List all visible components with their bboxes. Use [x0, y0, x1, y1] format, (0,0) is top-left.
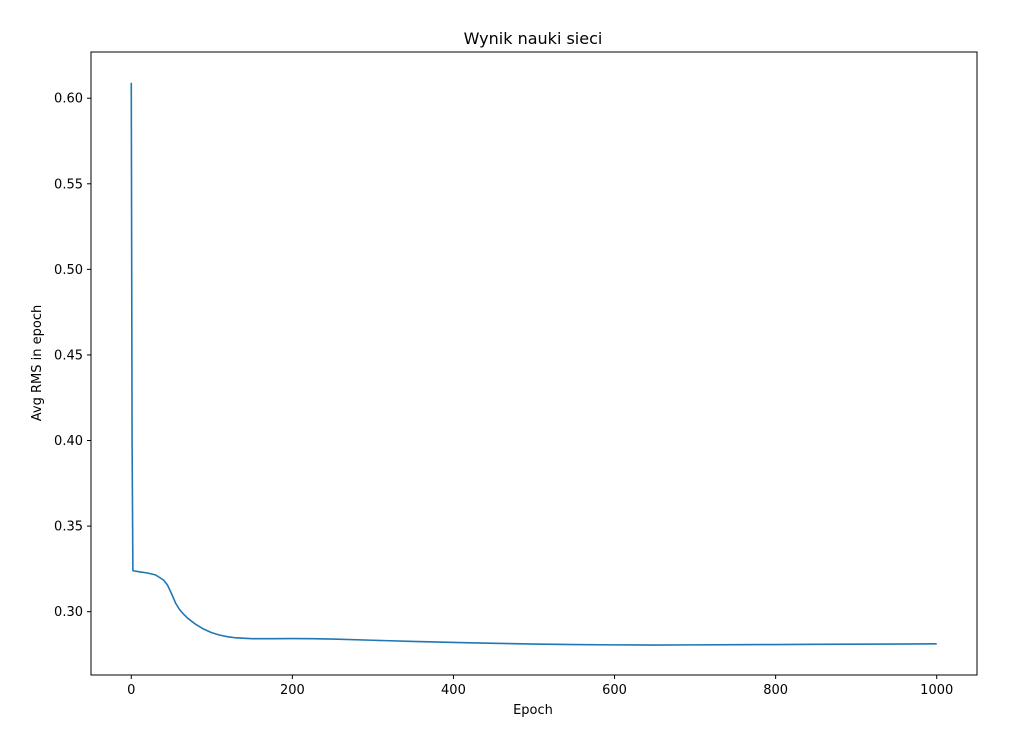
y-tick-label: 0.40 — [54, 434, 83, 449]
x-tick-label: 800 — [763, 683, 788, 698]
y-tick-label: 0.50 — [54, 263, 83, 278]
plot-frame — [90, 51, 978, 676]
y-tick-label: 0.55 — [54, 177, 83, 192]
y-tick-label: 0.35 — [54, 520, 83, 535]
y-tick-label: 0.60 — [54, 92, 83, 107]
chart-title: Wynik nauki sieci — [464, 29, 603, 48]
plot-area — [90, 51, 978, 676]
y-tick-label: 0.30 — [54, 605, 83, 620]
x-tick-label: 400 — [441, 683, 466, 698]
y-axis-label: Avg RMS in epoch — [30, 305, 45, 421]
x-tick-label: 600 — [602, 683, 627, 698]
series-line-0 — [130, 82, 937, 646]
x-tick-label: 200 — [280, 683, 305, 698]
x-tick-label: 1000 — [920, 683, 953, 698]
x-axis-label: Epoch — [513, 703, 553, 718]
y-axis-ticks: 0.30 0.35 0.40 0.45 0.50 0.55 0.60 — [54, 92, 91, 620]
y-tick-label: 0.45 — [54, 348, 83, 363]
x-axis-ticks: 0 200 400 600 800 1000 — [127, 675, 953, 698]
x-tick-label: 0 — [127, 683, 135, 698]
